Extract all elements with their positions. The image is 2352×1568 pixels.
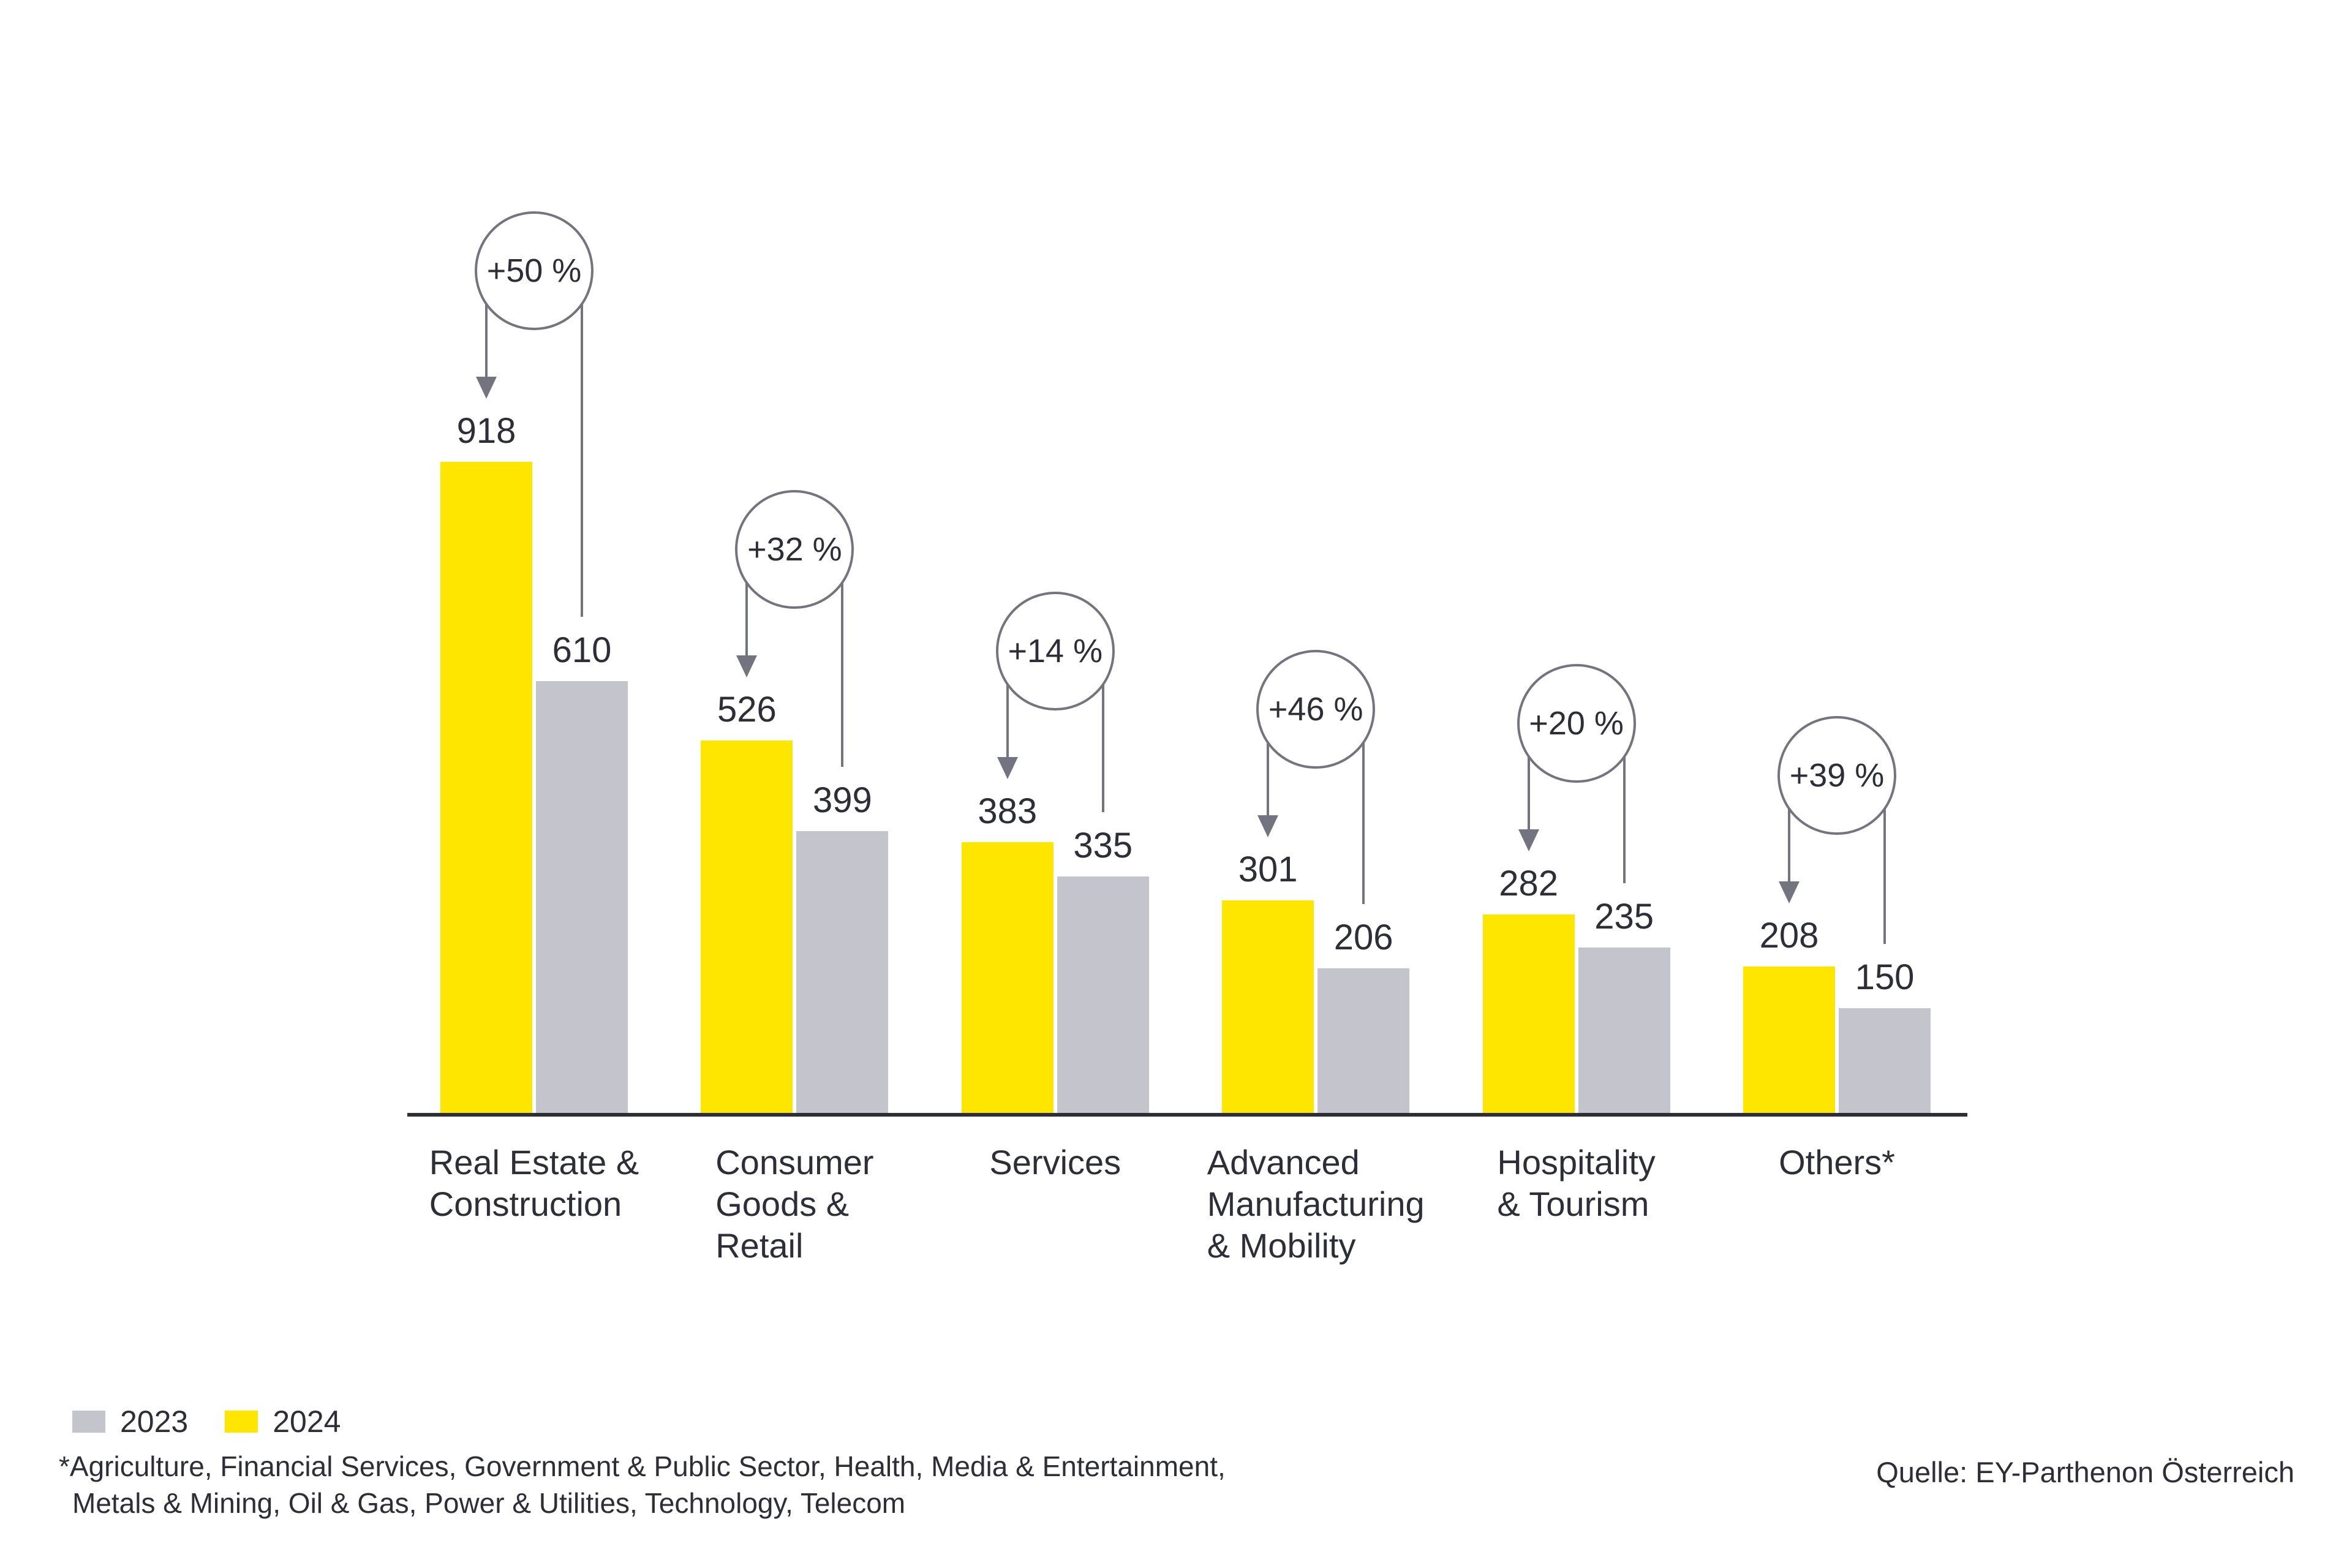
value-label-2023: 610 (552, 630, 612, 670)
growth-bubble: +32 % (735, 490, 854, 609)
growth-label: +46 % (1268, 691, 1363, 728)
value-label-2024: 282 (1499, 863, 1558, 903)
growth-arrowhead-icon (736, 655, 758, 678)
legend-item-2024: 2024 (225, 1406, 341, 1437)
growth-arrow-line (1788, 775, 1790, 882)
growth-connector-line (1362, 709, 1365, 904)
growth-bubble: +46 % (1256, 650, 1376, 769)
growth-connector-line (1623, 723, 1626, 884)
bar-2023 (1578, 948, 1670, 1115)
bar-2024 (701, 741, 793, 1115)
footnote-line-2: Metals & Mining, Oil & Gas, Power & Util… (72, 1487, 906, 1519)
category-label: Others* (1779, 1143, 1895, 1182)
value-label-2024: 526 (717, 690, 777, 730)
category-label: Hospitality & Tourism (1497, 1143, 1656, 1223)
bar-2024 (1222, 900, 1314, 1115)
growth-connector-line (841, 549, 844, 767)
legend-swatch-2023 (72, 1411, 105, 1433)
legend: 2023 2024 (72, 1406, 341, 1437)
category-label: Advanced Manufacturing & Mobility (1207, 1143, 1425, 1265)
bar-2023 (1317, 968, 1410, 1115)
growth-bubble: +50 % (475, 211, 594, 331)
category-label: Real Estate & Construction (429, 1143, 639, 1223)
value-label-2023: 150 (1855, 957, 1915, 997)
source-attribution: Quelle: EY-Parthenon Österreich (1876, 1456, 2294, 1488)
legend-item-2023: 2023 (72, 1406, 188, 1437)
value-label-2023: 335 (1073, 825, 1133, 865)
x-axis-line (407, 1113, 1967, 1117)
growth-arrow-line (1267, 709, 1270, 816)
growth-arrowhead-icon (997, 757, 1018, 780)
growth-connector-line (1883, 775, 1886, 944)
footnote: *Agriculture, Financial Services, Govern… (59, 1448, 1226, 1521)
growth-arrow-line (745, 549, 748, 656)
legend-label-2024: 2024 (273, 1404, 341, 1439)
bar-2024 (1743, 967, 1835, 1115)
growth-arrowhead-icon (1518, 829, 1539, 851)
growth-label: +39 % (1789, 757, 1885, 794)
bar-2023 (1057, 876, 1149, 1115)
value-label-2024: 383 (978, 791, 1038, 832)
value-label-2024: 208 (1759, 916, 1819, 956)
growth-bubble: +20 % (1517, 663, 1636, 783)
growth-label: +32 % (747, 531, 842, 568)
growth-label: +20 % (1529, 704, 1624, 742)
bar-2023 (536, 680, 628, 1115)
bar-2024 (961, 842, 1054, 1115)
value-label-2024: 301 (1238, 850, 1298, 890)
growth-label: +50 % (486, 252, 582, 290)
growth-arrow-line (1527, 723, 1530, 829)
footnote-line-1: *Agriculture, Financial Services, Govern… (59, 1450, 1226, 1482)
growth-arrowhead-icon (1257, 815, 1279, 838)
growth-label: +14 % (1008, 633, 1103, 670)
bar-2024 (1482, 914, 1575, 1115)
growth-arrow-line (485, 271, 488, 377)
growth-arrow-line (1006, 651, 1009, 758)
category-label: Consumer Goods & Retail (715, 1143, 874, 1265)
growth-bubble: +39 % (1777, 716, 1896, 835)
growth-connector-line (1101, 651, 1104, 812)
value-label-2023: 206 (1333, 917, 1393, 957)
value-label-2024: 918 (456, 411, 516, 451)
category-label: Services (989, 1143, 1121, 1182)
growth-connector-line (581, 271, 583, 617)
growth-arrowhead-icon (476, 377, 497, 399)
legend-label-2023: 2023 (120, 1404, 189, 1439)
growth-bubble: +14 % (995, 592, 1115, 711)
growth-arrowhead-icon (1779, 881, 1800, 904)
bar-2023 (796, 831, 889, 1115)
legend-swatch-2024 (225, 1411, 258, 1433)
bar-2023 (1839, 1008, 1931, 1115)
value-label-2023: 235 (1594, 897, 1654, 937)
bar-2024 (440, 462, 532, 1115)
value-label-2023: 399 (813, 780, 872, 820)
